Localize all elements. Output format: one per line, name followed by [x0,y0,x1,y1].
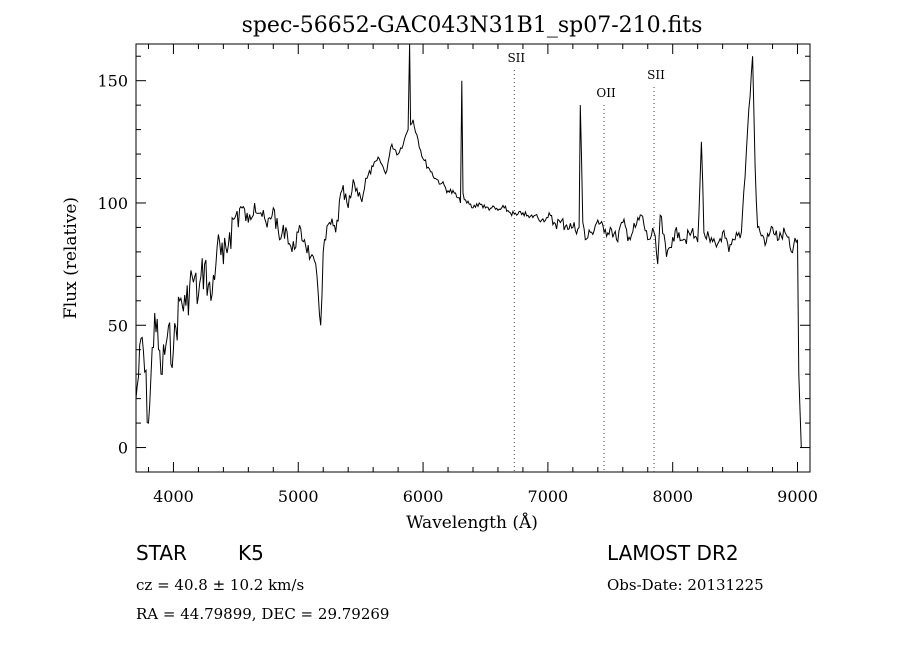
object-class: STAR [136,541,187,565]
x-axis-label: Wavelength (Å) [406,512,538,533]
observation-date: Obs-Date: 20131225 [607,576,764,594]
y-tick-label: 100 [97,194,128,213]
spectral-line-markers: SII OII SII [507,51,665,472]
x-tick-label: 6000 [403,487,444,506]
redshift-velocity: cz = 40.8 ± 10.2 km/s [136,576,305,594]
spectrum-line [135,43,802,448]
x-tick-label: 9000 [777,487,818,506]
survey-name: LAMOST DR2 [607,541,739,565]
x-tick-label: 8000 [652,487,693,506]
subclass: K5 [238,541,264,565]
chart-title: spec-56652-GAC043N31B1_sp07-210.fits [242,13,703,38]
y-tick-label: 0 [118,439,128,458]
coordinates: RA = 44.79899, DEC = 29.79269 [136,605,390,623]
x-tick-label: 7000 [528,487,569,506]
line-marker-label: SII [507,51,525,65]
plot-frame [135,43,811,473]
axis-ticks: 4000 5000 6000 7000 8000 9000 0 50 100 150 [97,44,818,506]
y-tick-label: 150 [97,72,128,91]
y-tick-label: 50 [108,316,128,335]
x-tick-label: 4000 [153,487,194,506]
line-marker-label: SII [647,68,665,82]
y-axis-label: Flux (relative) [61,197,81,319]
x-tick-label: 5000 [278,487,319,506]
line-marker-label: OII [596,86,616,100]
